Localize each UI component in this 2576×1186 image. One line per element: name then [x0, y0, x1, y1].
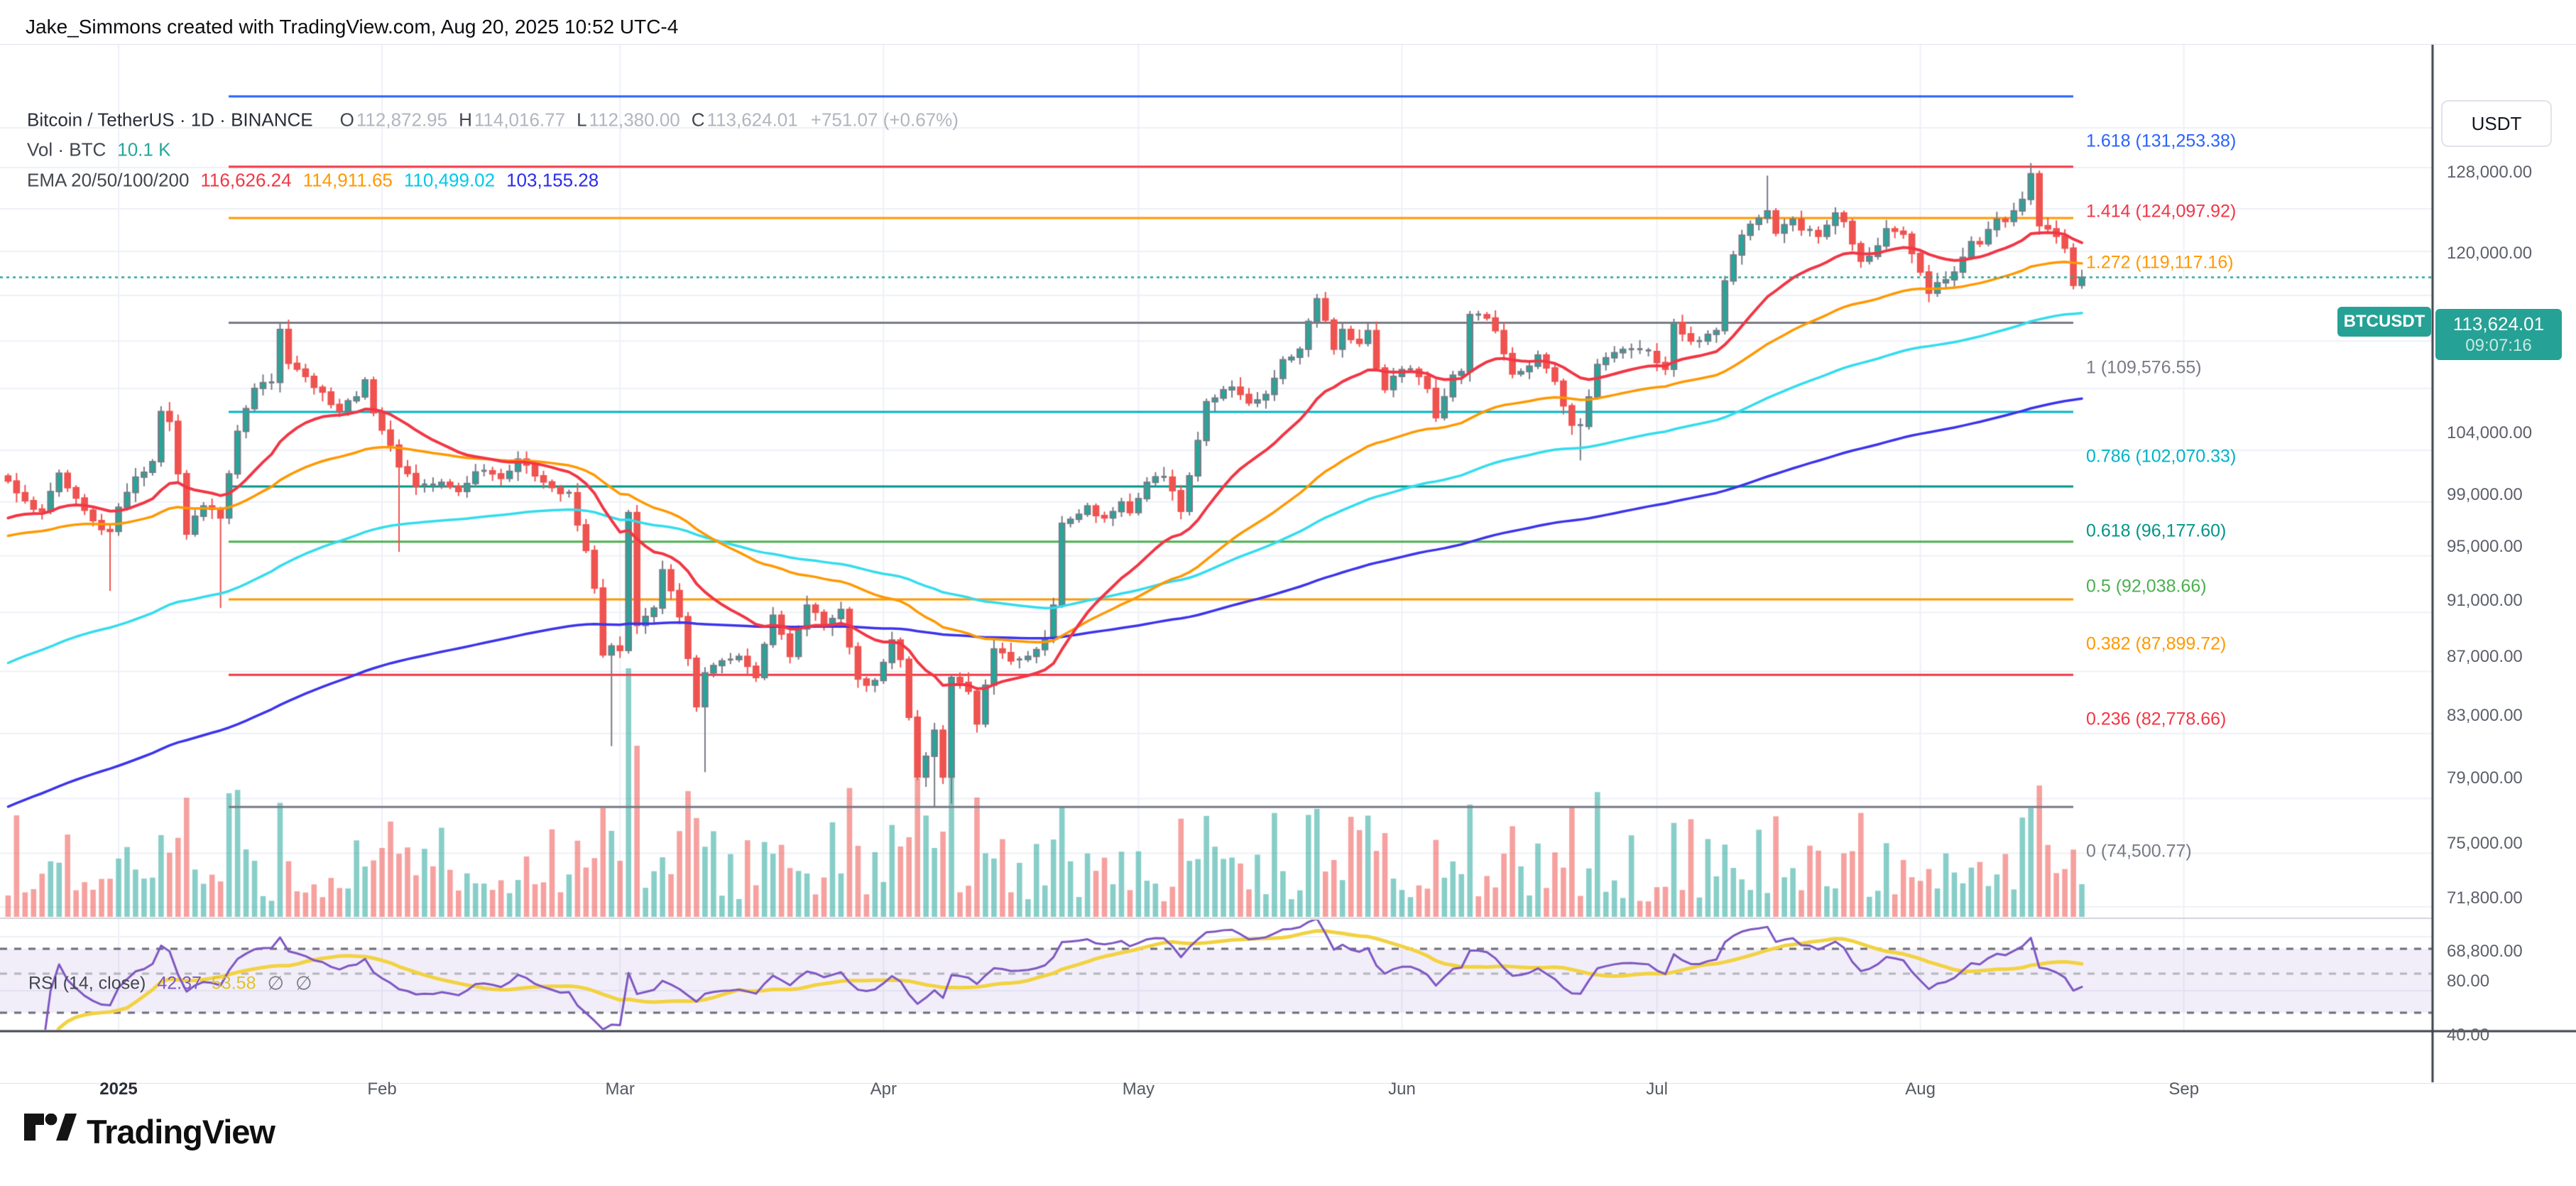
price-scale-label: 71,800.00: [2447, 888, 2523, 908]
price-scale-label: 95,000.00: [2447, 536, 2523, 556]
time-axis-label: May: [1122, 1079, 1155, 1099]
price-scale-label: 75,000.00: [2447, 833, 2523, 853]
time-axis[interactable]: [0, 1076, 2433, 1127]
volume-value: 10.1 K: [117, 138, 171, 161]
time-axis-label: Feb: [367, 1079, 397, 1099]
price-axis[interactable]: [2434, 89, 2576, 1127]
change-value: +751.07 (+0.67%): [810, 109, 959, 131]
rsi-empty-set-icon: ∅: [295, 972, 312, 994]
chart-widget: Bitcoin / TetherUS · 1D · BINANCE O 112,8…: [0, 44, 2576, 1099]
ema50-value: 114,911.65: [302, 169, 393, 191]
ema200-value: 103,155.28: [506, 169, 599, 191]
time-axis-label: Aug: [1905, 1079, 1936, 1099]
rsi-ma-value: 53.58: [211, 973, 256, 994]
high-value: 114,016.77: [474, 109, 566, 131]
ohlc-values: O 112,872.95 H 114,016.77 L 112,380.00 C 113…: [329, 109, 959, 131]
price-scale-label: 99,000.00: [2447, 484, 2523, 504]
ema20-value: 116,626.24: [200, 169, 292, 191]
fib-level-label: 0.618 (96,177.60): [2086, 521, 2227, 541]
currency-toggle-chip[interactable]: USDT: [2441, 100, 2552, 147]
time-axis-label: Jul: [1646, 1079, 1668, 1099]
volume-legend-row[interactable]: Vol · BTC 10.1 K: [27, 139, 170, 161]
close-value: 113,624.01: [706, 109, 798, 131]
open-value: 112,872.95: [356, 109, 448, 131]
rsi-legend-row[interactable]: RSI (14, close) 42.37 53.58 ∅ ∅: [28, 973, 312, 995]
volume-label: Vol · BTC: [27, 138, 107, 161]
low-value: 112,380.00: [589, 109, 680, 131]
open-label: O: [339, 109, 354, 131]
bar-countdown-timer: 09:07:16: [2465, 336, 2532, 356]
symbol-legend-row[interactable]: Bitcoin / TetherUS · 1D · BINANCE O 112,8…: [27, 109, 959, 131]
fib-level-label: 1.272 (119,117.16): [2086, 252, 2234, 273]
rsi-empty-set-icon: ∅: [267, 972, 284, 994]
ema100-value: 110,499.02: [403, 169, 496, 191]
time-axis-label: 2025: [99, 1079, 138, 1099]
price-scale-label: 68,800.00: [2447, 942, 2523, 961]
fib-level-label: 0.236 (82,778.66): [2086, 709, 2227, 729]
fib-level-label: 1.414 (124,097.92): [2086, 201, 2237, 222]
price-scale-label: 83,000.00: [2447, 706, 2523, 726]
price-scale-label: 79,000.00: [2447, 768, 2523, 788]
fib-level-label: 1 (109,576.55): [2086, 357, 2202, 378]
price-scale-label: 120,000.00: [2447, 244, 2533, 263]
time-axis-label: Jun: [1388, 1079, 1416, 1099]
price-scale-label: 104,000.00: [2447, 423, 2533, 442]
price-scale-label: 128,000.00: [2447, 163, 2533, 182]
close-label: C: [691, 109, 705, 131]
rsi-scale-label: 80.00: [2447, 972, 2490, 991]
high-label: H: [459, 109, 472, 131]
fib-level-label: 0.5 (92,038.66): [2086, 576, 2207, 597]
rsi-scale-label: 40.00: [2447, 1025, 2490, 1045]
symbol-title: Bitcoin / TetherUS · 1D · BINANCE: [27, 109, 313, 131]
fib-level-label: 1.618 (131,253.38): [2086, 131, 2237, 151]
time-axis-label: Apr: [870, 1079, 897, 1099]
time-axis-label: Mar: [605, 1079, 635, 1099]
fib-level-label: 0.786 (102,070.33): [2086, 446, 2237, 467]
symbol-price-line-tag: BTCUSDT: [2337, 307, 2431, 337]
last-price-tag: 113,624.01 09:07:16: [2435, 309, 2562, 360]
tradingview-logo-text: TradingView: [87, 1113, 275, 1150]
price-scale-label: 87,000.00: [2447, 647, 2523, 667]
fib-level-label: 0.382 (87,899.72): [2086, 633, 2227, 654]
tradingview-logo-icon: [24, 1113, 77, 1141]
tradingview-logo[interactable]: TradingView: [24, 1112, 275, 1151]
time-axis-label: Sep: [2168, 1079, 2200, 1099]
low-label: L: [577, 109, 587, 131]
ema-label: EMA 20/50/100/200: [27, 169, 190, 191]
fib-level-label: 0 (74,500.77): [2086, 841, 2192, 861]
attribution-text: Jake_Simmons created with TradingView.co…: [26, 16, 679, 38]
rsi-value: 42.37: [157, 973, 202, 994]
rsi-label: RSI (14, close): [28, 973, 146, 994]
price-scale-label: 91,000.00: [2447, 590, 2523, 610]
last-price-value: 113,624.01: [2452, 312, 2545, 334]
ema-legend-row[interactable]: EMA 20/50/100/200 116,626.24 114,911.65 …: [27, 170, 599, 192]
